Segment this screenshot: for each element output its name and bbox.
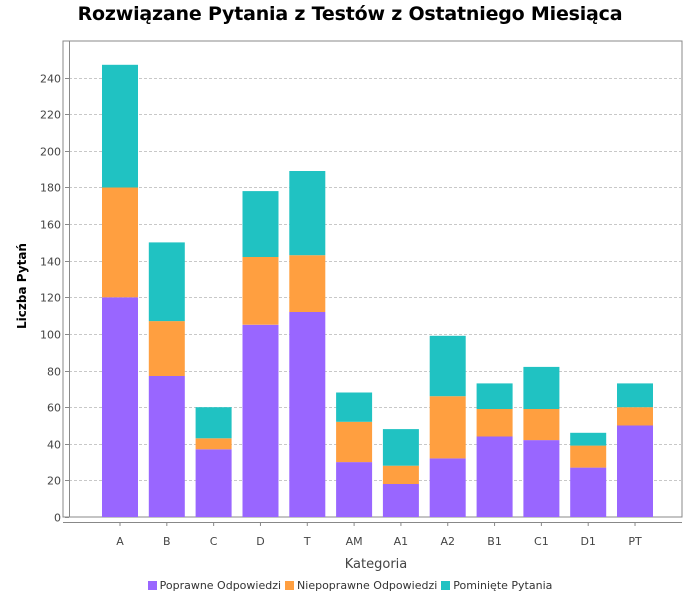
bar-C-series-3 — [195, 407, 232, 439]
bar-T-series-2 — [289, 255, 326, 312]
bar-D1-series-1 — [570, 467, 607, 517]
bar-T-series-1 — [289, 312, 326, 517]
legend-item-1: Poprawne Odpowiedzi — [147, 579, 282, 592]
chart-title: Rozwiązane Pytania z Testów z Ostatniego… — [77, 3, 623, 25]
bar-T-series-3 — [289, 171, 326, 256]
bar-PT-series-3 — [617, 383, 653, 408]
bar-D-series-2 — [242, 257, 279, 325]
bar-C1-series-3 — [523, 366, 560, 409]
y-tick-label: 200 — [40, 146, 61, 159]
y-tick-label: 140 — [40, 256, 61, 269]
bar-A2-series-2 — [429, 396, 466, 459]
bar-A1-series-2 — [382, 465, 419, 484]
bar-D1-series-2 — [570, 445, 607, 468]
bar-A2-series-3 — [429, 335, 466, 397]
bar-B1-series-3 — [476, 383, 513, 409]
legend-item-2: Niepoprawne Odpowiedzi — [285, 579, 437, 592]
bar-A-series-2 — [102, 187, 138, 298]
legend-item-3: Pominięte Pytania — [441, 579, 552, 592]
x-tick-label: D — [256, 535, 264, 548]
y-tick-label: 220 — [40, 109, 61, 122]
y-axis-label: Liczba Pytań — [15, 243, 29, 329]
bar-C1-series-2 — [523, 409, 560, 441]
legend: Poprawne Odpowiedzi Niepoprawne Odpowiedz… — [0, 579, 700, 592]
y-tick-label: 80 — [47, 366, 61, 379]
legend-swatch — [441, 581, 451, 590]
bar-PT-series-2 — [617, 407, 653, 426]
legend-swatch — [285, 581, 295, 590]
bar-C-series-1 — [195, 449, 232, 517]
y-tick-label: 60 — [47, 402, 61, 415]
bar-A1-series-1 — [382, 484, 419, 517]
axis-layer: 0 20 40 60 80 100 120 140 160 180 200 220 240 A B C D T AM… — [40, 41, 682, 548]
legend-label: Pominięte Pytania — [453, 579, 553, 592]
legend-swatch — [147, 581, 157, 590]
y-tick-label: 160 — [40, 219, 61, 232]
bar-A-series-3 — [102, 64, 138, 188]
bar-D-series-1 — [242, 324, 279, 517]
bar-A2-series-1 — [429, 458, 466, 517]
bar-AM-series-3 — [336, 392, 373, 422]
bar-B-series-2 — [148, 321, 185, 376]
bar-D1-series-3 — [570, 432, 607, 446]
bar-B1-series-1 — [476, 436, 513, 517]
bar-A1-series-3 — [382, 429, 419, 466]
bars-layer — [102, 64, 653, 517]
y-tick-label: 240 — [40, 73, 61, 86]
bar-C-series-2 — [195, 438, 232, 450]
bar-AM-series-1 — [336, 462, 373, 517]
bar-PT-series-1 — [617, 425, 653, 517]
x-tick-label: D1 — [580, 535, 595, 548]
x-tick-label: C1 — [534, 535, 549, 548]
bar-B1-series-2 — [476, 409, 513, 437]
bar-D-series-3 — [242, 191, 279, 257]
x-tick-label: PT — [628, 535, 642, 548]
x-tick-label: C — [210, 535, 218, 548]
y-tick-label: 20 — [47, 475, 61, 488]
x-tick-label: AM — [346, 535, 363, 548]
bar-B-series-1 — [148, 376, 185, 517]
x-tick-label: A — [116, 535, 124, 548]
y-tick-label: 100 — [40, 329, 61, 342]
bar-AM-series-2 — [336, 421, 373, 463]
x-tick-label: A1 — [394, 535, 409, 548]
x-tick-label: B1 — [487, 535, 502, 548]
bar-A-series-1 — [102, 297, 138, 517]
x-tick-label: A2 — [440, 535, 455, 548]
y-tick-label: 180 — [40, 182, 61, 195]
chart-svg: 0 20 40 60 80 100 120 140 160 180 200 220 240 A B C D T AM… — [15, 40, 683, 572]
bar-C1-series-1 — [523, 440, 560, 517]
legend-label: Niepoprawne Odpowiedzi — [297, 579, 438, 592]
x-axis-label: Kategoria — [345, 557, 408, 572]
y-tick-label: 120 — [40, 292, 61, 305]
bar-B-series-3 — [148, 242, 185, 322]
x-tick-label: T — [303, 535, 311, 548]
y-tick-label: 40 — [47, 439, 61, 452]
legend-label: Poprawne Odpowiedzi — [159, 579, 282, 592]
x-tick-label: B — [163, 535, 171, 548]
y-tick-label: 0 — [54, 512, 61, 525]
